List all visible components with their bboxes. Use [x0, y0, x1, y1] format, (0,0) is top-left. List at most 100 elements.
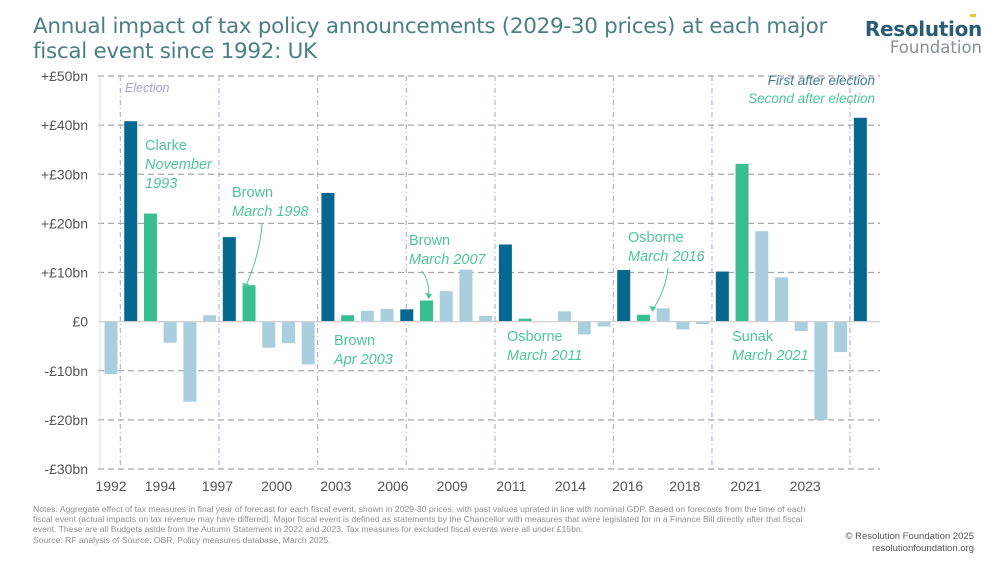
bar-second	[735, 163, 749, 322]
bar-other	[834, 321, 848, 353]
annotation-date: November	[145, 157, 213, 173]
bar-other	[380, 308, 394, 322]
chart-notes: Notes: Aggregate effect of tax measures …	[33, 504, 823, 545]
x-tick-label: 1997	[202, 478, 233, 494]
bar-first	[617, 270, 631, 322]
annotation: Sunak March 2021	[732, 329, 809, 364]
legend: First after election Second after electio…	[748, 73, 875, 106]
annotation-name: Brown	[409, 233, 450, 249]
x-tick-label: 2021	[730, 478, 761, 494]
bar-other	[301, 321, 315, 365]
bar-other	[183, 321, 197, 402]
annotations: Clarke November 1993 Brown March 1998 Brown Ap…	[145, 138, 809, 368]
y-tick-label: -£30bn	[44, 461, 88, 477]
bar-other	[755, 231, 769, 322]
annotation-date: March 2007	[409, 252, 487, 268]
annotation: Osborne March 2011	[507, 329, 583, 364]
bar-other	[696, 321, 710, 325]
annotation-date: Apr 2003	[333, 352, 393, 368]
bar-chart: Election +£50bn +£40bn +£30bn +£20bn +£10bn £…	[41, 68, 880, 494]
bar-other	[163, 321, 177, 343]
y-tick-label: -£10bn	[44, 363, 88, 379]
bar-other	[104, 321, 118, 375]
annotation-date: March 2016	[628, 249, 706, 265]
x-axis-ticks: 1992 1994 1997 2000 2003 2006 2009 2011 2014 2016…	[95, 478, 821, 494]
y-tick-label: +£20bn	[41, 215, 88, 231]
y-tick-label: -£20bn	[44, 412, 88, 428]
notes-text: Notes: Aggregate effect of tax measures …	[33, 504, 806, 535]
annotation: Brown Apr 2003	[333, 333, 393, 368]
bar-second	[518, 318, 532, 322]
annotation: Brown March 2007	[409, 233, 487, 299]
arrowhead-icon	[649, 306, 656, 312]
annotation-name: Brown	[334, 333, 375, 349]
x-tick-label: 2018	[669, 478, 700, 494]
logo-main-text: Resolution	[864, 17, 982, 41]
annotation-date: March 2021	[732, 348, 809, 364]
annotation-arrow	[651, 267, 669, 312]
bar-other	[281, 321, 295, 344]
y-axis-ticks: +£50bn +£40bn +£30bn +£20bn +£10bn £0 -£10bn -£…	[41, 68, 88, 477]
website-text: resolutionfoundation.org	[872, 543, 974, 554]
legend-second-after-election: Second after election	[748, 91, 875, 106]
annotation-name: Sunak	[732, 329, 774, 345]
bar-other	[459, 269, 473, 322]
x-tick-label: 2003	[320, 478, 351, 494]
bar-other	[262, 321, 276, 348]
annotation: Clarke November 1993	[145, 138, 213, 192]
bar-other	[597, 321, 611, 327]
bar-first	[222, 237, 236, 322]
bar-other	[676, 321, 690, 330]
y-tick-label: +£40bn	[41, 117, 88, 133]
x-tick-label: 2023	[790, 478, 821, 494]
annotation-date: March 1998	[232, 204, 309, 220]
annotation-arrow	[244, 223, 263, 289]
bar-first	[321, 192, 335, 322]
annotation-name: Brown	[232, 185, 273, 201]
bar-second	[341, 315, 355, 322]
election-label: Election	[125, 81, 170, 95]
annotation-date: 1993	[145, 176, 177, 192]
bar-second	[143, 213, 157, 322]
y-tick-label: +£30bn	[41, 166, 88, 182]
bar-second	[242, 285, 256, 322]
x-tick-label: 2016	[612, 478, 643, 494]
annotation-name: Osborne	[507, 329, 563, 345]
annotation-name: Osborne	[628, 230, 684, 246]
y-tick-label: +£10bn	[41, 265, 88, 281]
annotation-name: Clarke	[145, 138, 187, 154]
logo-accent-mark	[970, 14, 976, 17]
bar-other	[360, 310, 374, 322]
x-tick-label: 2014	[555, 478, 586, 494]
annotation: Osborne March 2016	[628, 230, 706, 312]
bar-first	[853, 117, 867, 322]
bar-other	[814, 321, 828, 420]
bar-other	[656, 308, 670, 322]
bar-other	[479, 315, 493, 322]
bar-first	[715, 271, 729, 322]
chart-title: Annual impact of tax policy announcement…	[33, 14, 827, 64]
x-tick-label: 2009	[437, 478, 468, 494]
copyright-text: © Resolution Foundation 2025	[845, 531, 974, 542]
bar-other	[439, 291, 453, 322]
source-text: Source: RF analysis of Source: OBR, Poli…	[33, 534, 331, 545]
resolution-foundation-logo: Resolution Foundation	[865, 18, 982, 56]
legend-first-after-election: First after election	[768, 73, 875, 88]
bar-first	[498, 244, 512, 322]
bar-first	[124, 121, 138, 322]
bar-other	[794, 321, 808, 331]
bar-second	[636, 314, 650, 322]
x-tick-label: 2011	[496, 478, 526, 494]
x-tick-label: 1992	[95, 478, 126, 494]
bar-other	[577, 321, 591, 335]
election-lines: Election	[119, 76, 851, 469]
annotation-date: March 2011	[507, 348, 583, 364]
y-tick-label: +£50bn	[41, 68, 88, 84]
bar-other	[774, 277, 788, 322]
x-tick-label: 1994	[145, 478, 176, 494]
bar-other	[558, 311, 572, 322]
bar-other	[203, 315, 217, 322]
bar-second	[420, 300, 434, 322]
copyright-block: © Resolution Foundation 2025 resolutionf…	[846, 531, 974, 555]
x-tick-label: 2006	[377, 478, 408, 494]
